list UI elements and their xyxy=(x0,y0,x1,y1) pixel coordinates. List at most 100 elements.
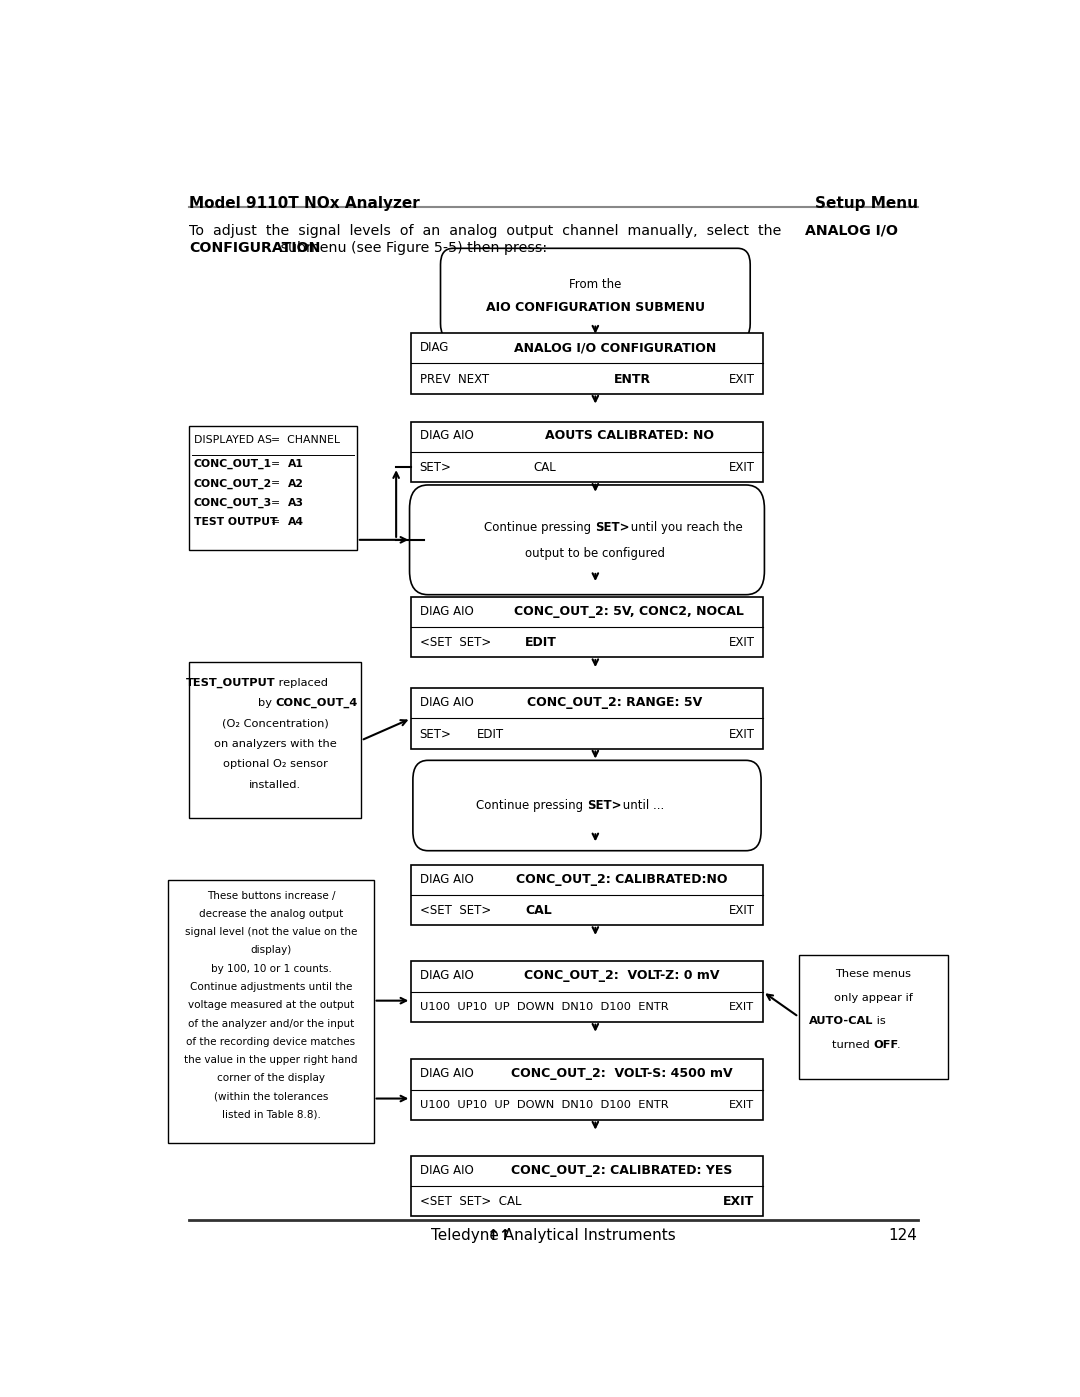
Text: AIO CONFIGURATION SUBMENU: AIO CONFIGURATION SUBMENU xyxy=(486,300,705,313)
FancyBboxPatch shape xyxy=(799,956,948,1078)
Text: the value in the upper right hand: the value in the upper right hand xyxy=(185,1055,357,1065)
Text: CONC_OUT_1: CONC_OUT_1 xyxy=(193,460,272,469)
FancyBboxPatch shape xyxy=(411,961,762,1021)
Text: A1: A1 xyxy=(288,460,305,469)
Text: DIAG AIO: DIAG AIO xyxy=(420,1067,473,1080)
Text: DIAG AIO: DIAG AIO xyxy=(420,970,473,982)
Text: on analyzers with the: on analyzers with the xyxy=(214,739,337,749)
Text: SET>: SET> xyxy=(420,461,451,474)
Text: installed.: installed. xyxy=(249,780,301,789)
FancyBboxPatch shape xyxy=(411,689,762,749)
Text: is: is xyxy=(874,1017,886,1027)
Text: (within the tolerances: (within the tolerances xyxy=(214,1091,328,1102)
FancyBboxPatch shape xyxy=(441,249,751,339)
Text: =  CHANNEL: = CHANNEL xyxy=(271,436,339,446)
Text: CONC_OUT_2: CALIBRATED: YES: CONC_OUT_2: CALIBRATED: YES xyxy=(512,1164,733,1178)
Text: CONC_OUT_2: CALIBRATED:NO: CONC_OUT_2: CALIBRATED:NO xyxy=(516,873,728,886)
Text: From the: From the xyxy=(569,278,621,291)
Text: until you reach the: until you reach the xyxy=(627,521,743,534)
Text: CONFIGURATION: CONFIGURATION xyxy=(189,240,321,254)
FancyBboxPatch shape xyxy=(189,426,356,549)
Text: TEST_OUTPUT: TEST_OUTPUT xyxy=(186,678,275,687)
Text: =: = xyxy=(271,479,280,489)
Text: display): display) xyxy=(251,946,292,956)
Text: PREV  NEXT: PREV NEXT xyxy=(420,373,489,386)
Text: U100  UP10  UP  DOWN  DN10  D100  ENTR: U100 UP10 UP DOWN DN10 D100 ENTR xyxy=(420,1002,669,1013)
Text: DIAG: DIAG xyxy=(420,341,449,355)
Text: SET>: SET> xyxy=(588,799,621,812)
Text: until ...: until ... xyxy=(619,799,664,812)
Text: optional O₂ sensor: optional O₂ sensor xyxy=(222,760,327,770)
Text: ANALOG I/O CONFIGURATION: ANALOG I/O CONFIGURATION xyxy=(514,341,716,355)
Text: turned: turned xyxy=(832,1039,874,1051)
Text: corner of the display: corner of the display xyxy=(217,1073,325,1083)
Text: submenu (see Figure 5-5) then press:: submenu (see Figure 5-5) then press: xyxy=(276,240,548,254)
FancyBboxPatch shape xyxy=(168,880,374,1143)
Text: CAL: CAL xyxy=(534,461,556,474)
Text: listed in Table 8.8).: listed in Table 8.8). xyxy=(221,1111,321,1120)
Text: =: = xyxy=(271,460,280,469)
Text: SET>: SET> xyxy=(420,728,451,740)
Text: EDIT: EDIT xyxy=(525,636,557,650)
Text: CONC_OUT_2:  VOLT-Z: 0 mV: CONC_OUT_2: VOLT-Z: 0 mV xyxy=(525,970,720,982)
FancyBboxPatch shape xyxy=(411,334,762,394)
Text: <SET  SET>: <SET SET> xyxy=(420,904,490,916)
Text: DIAG AIO: DIAG AIO xyxy=(420,696,473,710)
Text: ENTR: ENTR xyxy=(615,373,651,386)
Text: =: = xyxy=(271,497,280,509)
Text: AOUTS CALIBRATED: NO: AOUTS CALIBRATED: NO xyxy=(544,429,714,443)
Text: of the analyzer and/or the input: of the analyzer and/or the input xyxy=(188,1018,354,1028)
Text: Continue adjustments until the: Continue adjustments until the xyxy=(190,982,352,992)
Text: signal level (not the value on the: signal level (not the value on the xyxy=(185,928,357,937)
Text: A4: A4 xyxy=(288,517,305,527)
Text: DISPLAYED AS: DISPLAYED AS xyxy=(193,436,271,446)
FancyBboxPatch shape xyxy=(413,760,761,851)
Text: CONC_OUT_2: RANGE: 5V: CONC_OUT_2: RANGE: 5V xyxy=(527,696,703,710)
Text: =: = xyxy=(271,517,280,527)
Text: EXIT: EXIT xyxy=(728,636,754,650)
Text: CONC_OUT_2: CONC_OUT_2 xyxy=(193,479,272,489)
Text: replaced: replaced xyxy=(275,678,328,687)
Text: output to be configured: output to be configured xyxy=(525,548,665,560)
Text: AUTO-CAL: AUTO-CAL xyxy=(809,1017,874,1027)
FancyBboxPatch shape xyxy=(411,865,762,925)
Text: Model 9110T NOx Analyzer: Model 9110T NOx Analyzer xyxy=(189,196,420,211)
Text: CONC_OUT_3: CONC_OUT_3 xyxy=(193,497,272,509)
Text: voltage measured at the output: voltage measured at the output xyxy=(188,1000,354,1010)
Text: decrease the analog output: decrease the analog output xyxy=(199,909,343,919)
Text: (O₂ Concentration): (O₂ Concentration) xyxy=(221,718,328,728)
Text: CONC_OUT_2: 5V, CONC2, NOCAL: CONC_OUT_2: 5V, CONC2, NOCAL xyxy=(514,605,744,617)
Text: EXIT: EXIT xyxy=(728,728,754,740)
Text: by: by xyxy=(257,698,275,708)
Text: A2: A2 xyxy=(288,479,305,489)
Text: by 100, 10 or 1 counts.: by 100, 10 or 1 counts. xyxy=(211,964,332,974)
Text: .: . xyxy=(896,1039,901,1051)
Text: SET>: SET> xyxy=(595,521,630,534)
Text: EXIT: EXIT xyxy=(728,461,754,474)
Text: <SET  SET>  CAL: <SET SET> CAL xyxy=(420,1196,521,1208)
Text: OFF: OFF xyxy=(874,1039,899,1051)
Text: 124: 124 xyxy=(889,1228,918,1243)
Text: DIAG AIO: DIAG AIO xyxy=(420,873,473,886)
Text: To  adjust  the  signal  levels  of  an  analog  output  channel  manually,  sel: To adjust the signal levels of an analog… xyxy=(189,224,786,237)
Text: CONC_OUT_4: CONC_OUT_4 xyxy=(275,698,357,708)
Text: DIAG AIO: DIAG AIO xyxy=(420,605,473,617)
Text: U100  UP10  UP  DOWN  DN10  D100  ENTR: U100 UP10 UP DOWN DN10 D100 ENTR xyxy=(420,1101,669,1111)
Text: EXIT: EXIT xyxy=(728,373,754,386)
Text: DIAG AIO: DIAG AIO xyxy=(420,1164,473,1178)
Text: EXIT: EXIT xyxy=(729,1002,754,1013)
Text: TEST OUTPUT: TEST OUTPUT xyxy=(193,517,278,527)
FancyBboxPatch shape xyxy=(411,1157,762,1217)
Text: Continue pressing: Continue pressing xyxy=(485,521,595,534)
FancyBboxPatch shape xyxy=(411,422,762,482)
Text: <SET  SET>: <SET SET> xyxy=(420,636,490,650)
Text: ANALOG I/O: ANALOG I/O xyxy=(805,224,897,237)
FancyBboxPatch shape xyxy=(189,662,361,819)
Text: CONC_OUT_2:  VOLT-S: 4500 mV: CONC_OUT_2: VOLT-S: 4500 mV xyxy=(511,1067,733,1080)
FancyBboxPatch shape xyxy=(411,597,762,657)
FancyBboxPatch shape xyxy=(409,485,765,595)
Text: Setup Menu: Setup Menu xyxy=(814,196,918,211)
Text: Teledyne Analytical Instruments: Teledyne Analytical Instruments xyxy=(431,1228,676,1243)
Text: A3: A3 xyxy=(288,497,305,509)
Text: DIAG AIO: DIAG AIO xyxy=(420,429,473,443)
